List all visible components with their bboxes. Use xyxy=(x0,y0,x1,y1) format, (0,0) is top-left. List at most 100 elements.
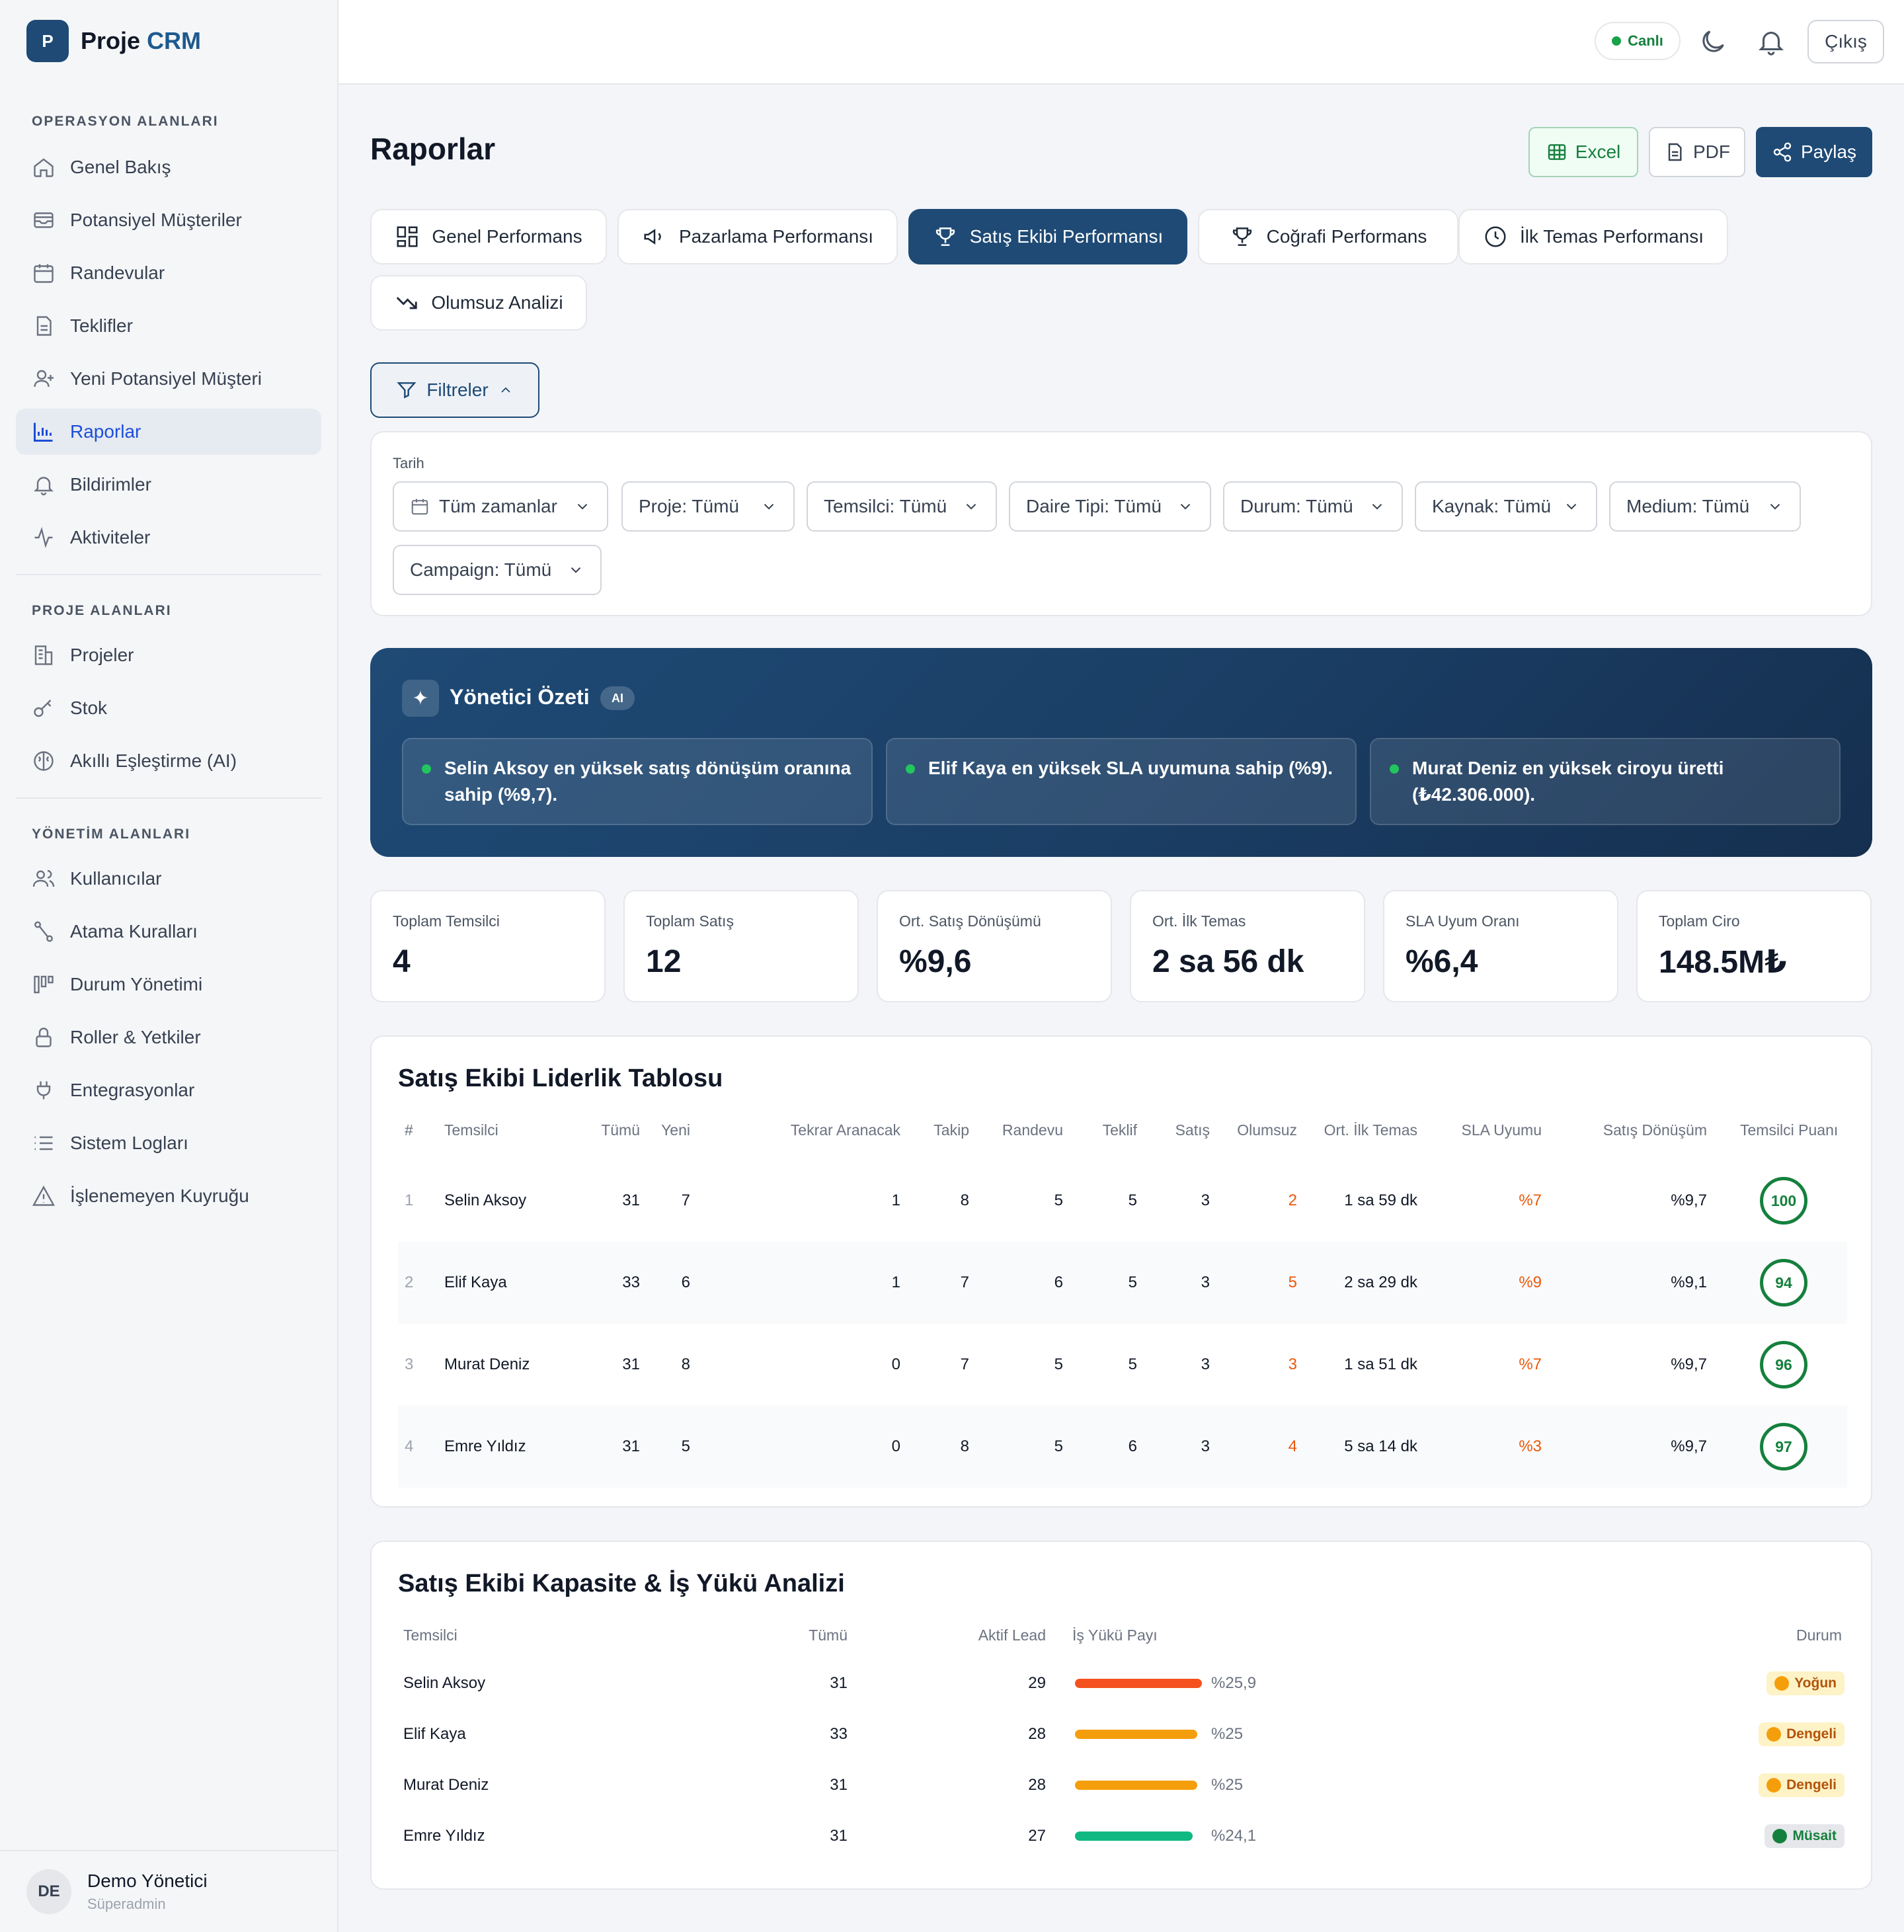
table-cell-followup: 7 xyxy=(960,1273,969,1291)
workload-share-label: %25 xyxy=(1211,1725,1244,1743)
source-dropdown[interactable]: Kaynak: Tümü xyxy=(1415,481,1597,532)
table-row[interactable] xyxy=(398,1406,1847,1488)
tab-general-performance[interactable]: Genel Performans xyxy=(370,209,607,264)
column-header[interactable]: Temsilci Puanı xyxy=(1740,1121,1839,1139)
table-cell-sla: %7 xyxy=(1519,1355,1542,1373)
representative-dropdown[interactable]: Temsilci: Tümü xyxy=(807,481,997,532)
calendar-icon xyxy=(34,264,54,283)
brain-icon xyxy=(34,751,54,771)
column-header[interactable]: Satış xyxy=(1175,1121,1210,1139)
status-dot-icon xyxy=(1766,1778,1782,1792)
sidebar-item-stock[interactable]: Stok xyxy=(16,685,321,731)
column-header[interactable]: # xyxy=(405,1121,413,1139)
filter-panel: Tarih Tüm zamanlar Proje: Tümü Temsilci:… xyxy=(370,431,1872,616)
sidebar-item-reports[interactable]: Raporlar xyxy=(16,409,321,455)
tab-marketing-performance[interactable]: Pazarlama Performansı xyxy=(617,209,898,264)
column-header[interactable]: Tümü xyxy=(809,1627,848,1644)
column-header[interactable]: Durum xyxy=(1796,1627,1842,1644)
column-header[interactable]: Tekrar Aranacak xyxy=(790,1121,900,1139)
sidebar-item-status-management[interactable]: Durum Yönetimi xyxy=(16,961,321,1008)
table-cell-rank: 4 xyxy=(405,1437,414,1455)
leaderboard-card: Satış Ekibi Liderlik Tablosu # Temsilci Tü… xyxy=(370,1035,1872,1508)
table-cell-total: 31 xyxy=(830,1776,848,1794)
tab-geographic-performance[interactable]: Coğrafi Performans xyxy=(1198,209,1458,264)
dropdown-value: Kaynak: Tümü xyxy=(1432,496,1552,516)
status-dropdown[interactable]: Durum: Tümü xyxy=(1223,481,1403,532)
column-header[interactable]: Randevu xyxy=(1002,1121,1063,1139)
sidebar-item-users[interactable]: Kullanıcılar xyxy=(16,856,321,902)
sidebar-item-assignment-rules[interactable]: Atama Kuralları xyxy=(16,908,321,955)
column-header[interactable]: İş Yükü Payı xyxy=(1072,1627,1158,1644)
column-header[interactable]: Teklif xyxy=(1102,1121,1137,1139)
table-cell-sla: %3 xyxy=(1519,1437,1542,1455)
sidebar-item-overview[interactable]: Genel Bakış xyxy=(16,144,321,190)
status-label: Dengeli xyxy=(1786,1726,1837,1742)
moon-icon[interactable] xyxy=(1698,26,1728,57)
table-cell-new: 7 xyxy=(681,1191,690,1209)
sidebar-item-activities[interactable]: Aktiviteler xyxy=(16,514,321,561)
bell-icon[interactable] xyxy=(1756,26,1786,57)
brand[interactable]: P Proje CRM xyxy=(26,20,201,62)
table-cell-callback: 1 xyxy=(891,1191,900,1209)
workload-share-label: %25 xyxy=(1211,1776,1244,1794)
sidebar-item-notifications[interactable]: Bildirimler xyxy=(16,462,321,508)
medium-dropdown[interactable]: Medium: Tümü xyxy=(1609,481,1801,532)
table-row[interactable] xyxy=(398,1242,1847,1324)
table-cell-total: 31 xyxy=(622,1437,640,1455)
key-icon xyxy=(34,700,52,717)
sidebar-item-roles[interactable]: Roller & Yetkiler xyxy=(16,1014,321,1061)
date-filter-label: Tarih xyxy=(393,455,424,471)
sidebar-item-appointments[interactable]: Randevular xyxy=(16,250,321,296)
column-header[interactable]: SLA Uyumu xyxy=(1461,1121,1542,1139)
column-header[interactable]: Takip xyxy=(933,1121,969,1139)
tab-sales-team-performance[interactable]: Satış Ekibi Performansı xyxy=(908,209,1187,264)
sidebar-item-new-lead[interactable]: Yeni Potansiyel Müşteri xyxy=(16,356,321,402)
sidebar-item-system-logs[interactable]: Sistem Logları xyxy=(16,1120,321,1166)
status-label: Dengeli xyxy=(1786,1777,1837,1792)
sidebar-item-label: Randevular xyxy=(70,262,165,283)
date-range-dropdown[interactable]: Tüm zamanlar xyxy=(393,481,608,532)
sidebar-item-offers[interactable]: Teklifler xyxy=(16,303,321,349)
campaign-dropdown[interactable]: Campaign: Tümü xyxy=(393,545,602,595)
workload-share-label: %25,9 xyxy=(1211,1674,1257,1692)
kpi-label: SLA Uyum Oranı xyxy=(1406,912,1520,930)
column-header[interactable]: Olumsuz xyxy=(1237,1121,1297,1139)
table-cell-sale: 3 xyxy=(1201,1437,1210,1455)
kpi-value: %6,4 xyxy=(1406,944,1478,979)
table-cell-rank: 1 xyxy=(405,1191,414,1209)
project-dropdown[interactable]: Proje: Tümü xyxy=(621,481,795,532)
share-label: Paylaş xyxy=(1800,141,1857,162)
sidebar-item-ai-matching[interactable]: Akıllı Eşleştirme (AI) xyxy=(16,738,321,784)
kpi-total-revenue: Toplam Ciro 148.5M₺ xyxy=(1636,890,1872,1002)
chevron-down-icon xyxy=(1770,504,1780,510)
column-header[interactable]: Temsilci xyxy=(403,1627,457,1644)
status-label: Yoğun xyxy=(1794,1675,1837,1691)
user-profile[interactable]: DE Demo Yönetici Süperadmin xyxy=(0,1850,337,1932)
pdf-export-button[interactable]: PDF xyxy=(1649,127,1745,177)
tab-first-contact-performance[interactable]: İlk Temas Performansı xyxy=(1458,209,1728,264)
logout-button[interactable]: Çıkış xyxy=(1807,20,1884,63)
column-header[interactable]: Yeni xyxy=(661,1121,690,1139)
column-header[interactable]: Temsilci xyxy=(444,1121,498,1139)
apartment-type-dropdown[interactable]: Daire Tipi: Tümü xyxy=(1009,481,1211,532)
sidebar-item-leads[interactable]: Potansiyel Müşteriler xyxy=(16,197,321,243)
table-cell-name: Selin Aksoy xyxy=(444,1191,527,1209)
column-header[interactable]: Ort. İlk Temas xyxy=(1324,1121,1417,1139)
table-cell-total: 31 xyxy=(622,1191,640,1209)
excel-export-button[interactable]: Excel xyxy=(1528,127,1638,177)
column-header[interactable]: Tümü xyxy=(601,1121,640,1139)
filters-toggle-button[interactable]: Filtreler xyxy=(370,362,539,418)
sidebar-item-projects[interactable]: Projeler xyxy=(16,632,321,678)
dropdown-value: Proje: Tümü xyxy=(639,496,739,516)
table-cell-offer: 5 xyxy=(1128,1191,1137,1209)
share-button[interactable]: Paylaş xyxy=(1756,127,1872,177)
sidebar-item-integrations[interactable]: Entegrasyonlar xyxy=(16,1067,321,1113)
tab-negative-analysis[interactable]: Olumsuz Analizi xyxy=(370,275,587,331)
table-cell-new: 8 xyxy=(681,1355,690,1373)
column-header[interactable]: Aktif Lead xyxy=(978,1627,1046,1644)
table-cell-conversion: %9,1 xyxy=(1671,1273,1707,1291)
leaderboard-title: Satış Ekibi Liderlik Tablosu xyxy=(398,1065,723,1092)
sidebar-item-failed-queue[interactable]: İşlenemeyen Kuyruğu xyxy=(16,1173,321,1219)
table-cell-name: Selin Aksoy xyxy=(403,1674,486,1692)
column-header[interactable]: Satış Dönüşüm xyxy=(1603,1121,1707,1139)
